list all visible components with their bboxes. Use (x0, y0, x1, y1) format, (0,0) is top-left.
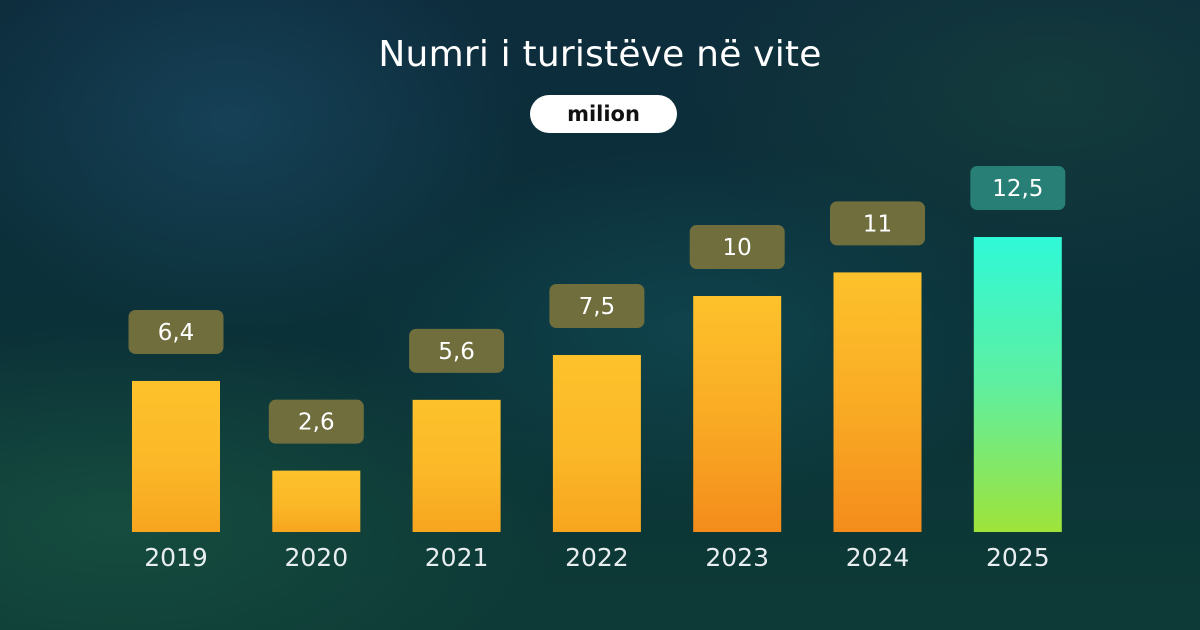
x-tick-label-2022: 2022 (565, 543, 629, 572)
data-label-bg-2023 (689, 225, 785, 269)
x-tick-label-2020: 2020 (284, 543, 348, 572)
data-label-bg-2020 (268, 399, 364, 444)
data-label-bg-2021 (409, 328, 505, 373)
bar-2022 (552, 355, 641, 532)
x-tick-label-2019: 2019 (144, 543, 208, 572)
data-label-2023: 10 (723, 235, 752, 261)
bar-2019 (132, 380, 220, 532)
data-label-2022: 7,5 (579, 294, 616, 320)
data-label-bg-2024 (830, 201, 925, 246)
bar-2020 (272, 470, 361, 532)
data-label-2020: 2,6 (298, 410, 335, 436)
bar-2025 (973, 237, 1062, 532)
bar-2024 (833, 272, 922, 532)
x-tick-label-2021: 2021 (425, 543, 489, 572)
data-label-2024: 11 (863, 211, 892, 237)
x-tick-label-2024: 2024 (846, 543, 910, 572)
data-label-2019: 6,4 (158, 320, 195, 346)
data-label-bg-2022 (549, 284, 645, 328)
data-label-2025: 12,5 (992, 176, 1043, 202)
x-tick-label-2025: 2025 (986, 543, 1050, 572)
x-tick-label-2023: 2023 (705, 543, 769, 572)
bar-2021 (412, 399, 501, 532)
data-label-bg-2025 (970, 166, 1066, 210)
chart-title: Numri i turistëve në vite (378, 34, 822, 75)
bar-2023 (693, 296, 782, 532)
unit-badge: milion (530, 95, 677, 133)
data-label-2021: 5,6 (438, 339, 475, 365)
data-label-bg-2019 (128, 309, 224, 354)
